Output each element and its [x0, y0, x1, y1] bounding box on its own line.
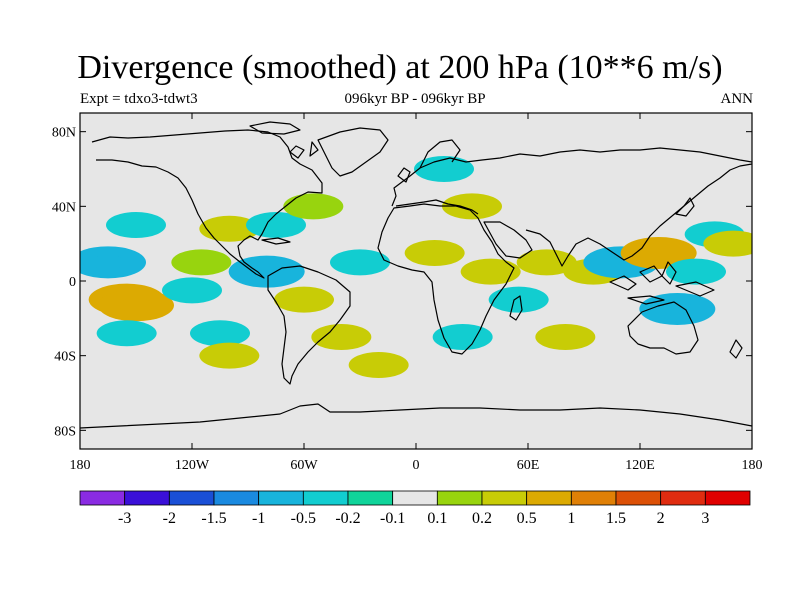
divergence-cell-4 — [96, 320, 157, 347]
divergence-cell-15 — [330, 249, 390, 276]
coast-southeast-asia-islands — [609, 261, 715, 305]
divergence-cell-7 — [190, 320, 250, 347]
colorbar-swatch — [302, 490, 349, 506]
coast-japan — [675, 197, 695, 217]
divergence-cell-24 — [535, 324, 596, 350]
period-label: 096kyr BP - 096kyr BP — [344, 91, 486, 107]
x-tick-label: 0 — [413, 458, 420, 473]
coast-madagascar — [509, 295, 523, 321]
plot-title: Divergence (smoothed) at 200 hPa (10**6 … — [77, 49, 723, 86]
coast-new-zealand — [729, 339, 743, 359]
colorbar-swatch — [168, 490, 215, 506]
colorbar-label: -3 — [118, 510, 131, 527]
colorbar-swatch — [347, 490, 394, 506]
x-tick-label: 60E — [517, 458, 540, 473]
divergence-cell-18 — [414, 156, 474, 182]
divergence-cell-16 — [348, 352, 409, 378]
y-tick-label: 0 — [69, 275, 76, 290]
colorbar-label: -0.2 — [335, 510, 360, 527]
divergence-cell-8 — [199, 342, 260, 369]
divergence-contours — [80, 156, 752, 378]
colorbar-label: 0.1 — [427, 510, 447, 527]
colorbar-swatch — [213, 490, 260, 506]
divergence-core-2 — [90, 255, 126, 270]
coast-greenland — [317, 127, 389, 177]
divergence-cell-23 — [516, 249, 577, 276]
divergence-cell-5 — [162, 277, 222, 304]
divergence-core-10 — [249, 264, 284, 279]
divergence-cell-11 — [246, 212, 306, 238]
x-tick-label: 180 — [70, 458, 91, 473]
colorbar-label: -1.5 — [201, 510, 226, 527]
colorbar-swatch — [526, 490, 572, 506]
divergence-cell-12 — [274, 286, 334, 313]
x-tick-label: 120W — [175, 458, 210, 473]
divergence-cell-17 — [404, 240, 465, 266]
divergence-core-27 — [641, 245, 676, 261]
coast-uk — [397, 167, 411, 183]
colorbar-swatch — [258, 490, 304, 506]
coastlines — [80, 121, 752, 429]
coast-africa — [377, 203, 515, 355]
coast-europe — [391, 147, 752, 207]
x-tick-label: 180 — [742, 458, 763, 473]
divergence-cell-3 — [106, 212, 166, 238]
divergence-cell-19 — [432, 324, 493, 350]
colorbar-label: 2 — [657, 510, 665, 527]
y-tick-label: 40S — [54, 350, 76, 365]
divergence-cell-20 — [442, 193, 502, 220]
coast-arabia — [483, 221, 533, 259]
coast-australia — [627, 301, 699, 355]
divergence-cell-31 — [703, 230, 752, 257]
x-tick-label: 120E — [625, 458, 655, 473]
x-tick-label: 60W — [290, 458, 318, 473]
coast-south-america — [267, 265, 351, 385]
divergence-cell-13 — [283, 193, 344, 220]
colorbar-label: -2 — [163, 510, 176, 527]
divergence-core-28 — [660, 301, 695, 317]
colorbar-swatch — [570, 490, 617, 506]
coast-antarctica — [80, 403, 752, 429]
divergence-core-1 — [118, 298, 154, 313]
divergence-cell-22 — [488, 286, 549, 313]
colorbar-swatch — [124, 490, 170, 506]
divergence-cell-29 — [666, 258, 726, 285]
colorbar-swatch — [436, 490, 483, 506]
y-tick-label: 40N — [52, 200, 76, 215]
coast-scandinavia — [419, 139, 461, 169]
colorbar-swatch — [79, 490, 126, 506]
coast-asia — [525, 163, 752, 267]
experiment-label: Expt = tdxo3-tdwt3 — [80, 91, 198, 107]
divergence-cell-6 — [171, 249, 232, 276]
colorbar-label: -1 — [252, 510, 265, 527]
colorbar-swatch — [392, 490, 438, 506]
divergence-cell-9 — [199, 215, 260, 242]
divergence-cell-14 — [311, 324, 372, 350]
colorbar-label: 0.5 — [517, 510, 537, 527]
colorbar-swatch — [660, 490, 706, 506]
map-ticks — [79, 113, 753, 449]
coast-cuba — [261, 237, 291, 245]
colorbar-label: -0.5 — [291, 510, 316, 527]
colorbar-label: 0.2 — [472, 510, 492, 527]
colorbar-swatch — [615, 490, 662, 506]
coast-north-america — [91, 129, 323, 279]
colorbar-swatch — [481, 490, 528, 506]
divergence-cell-21 — [460, 258, 521, 285]
y-tick-label: 80N — [52, 126, 76, 141]
y-tick-label: 80S — [54, 424, 76, 439]
map-tick-labels: 180 120W 60W 0 60E 120E 180 80N 40N 0 40S 80S — [52, 126, 763, 473]
colorbar-label: 1.5 — [606, 510, 626, 527]
colorbar-label: 1 — [567, 510, 575, 527]
colorbar-label: -0.1 — [380, 510, 405, 527]
coast-mediterranean — [395, 199, 479, 215]
colorbar: -3 -2 -1.5 -1 -0.5 -0.2 -0.1 0.1 0.2 0.5 1 1.5 2 3 — [79, 490, 751, 527]
colorbar-label: 3 — [701, 510, 709, 527]
coast-arctic-islands — [249, 121, 319, 159]
season-label: ANN — [720, 91, 754, 107]
colorbar-swatch — [704, 490, 751, 506]
